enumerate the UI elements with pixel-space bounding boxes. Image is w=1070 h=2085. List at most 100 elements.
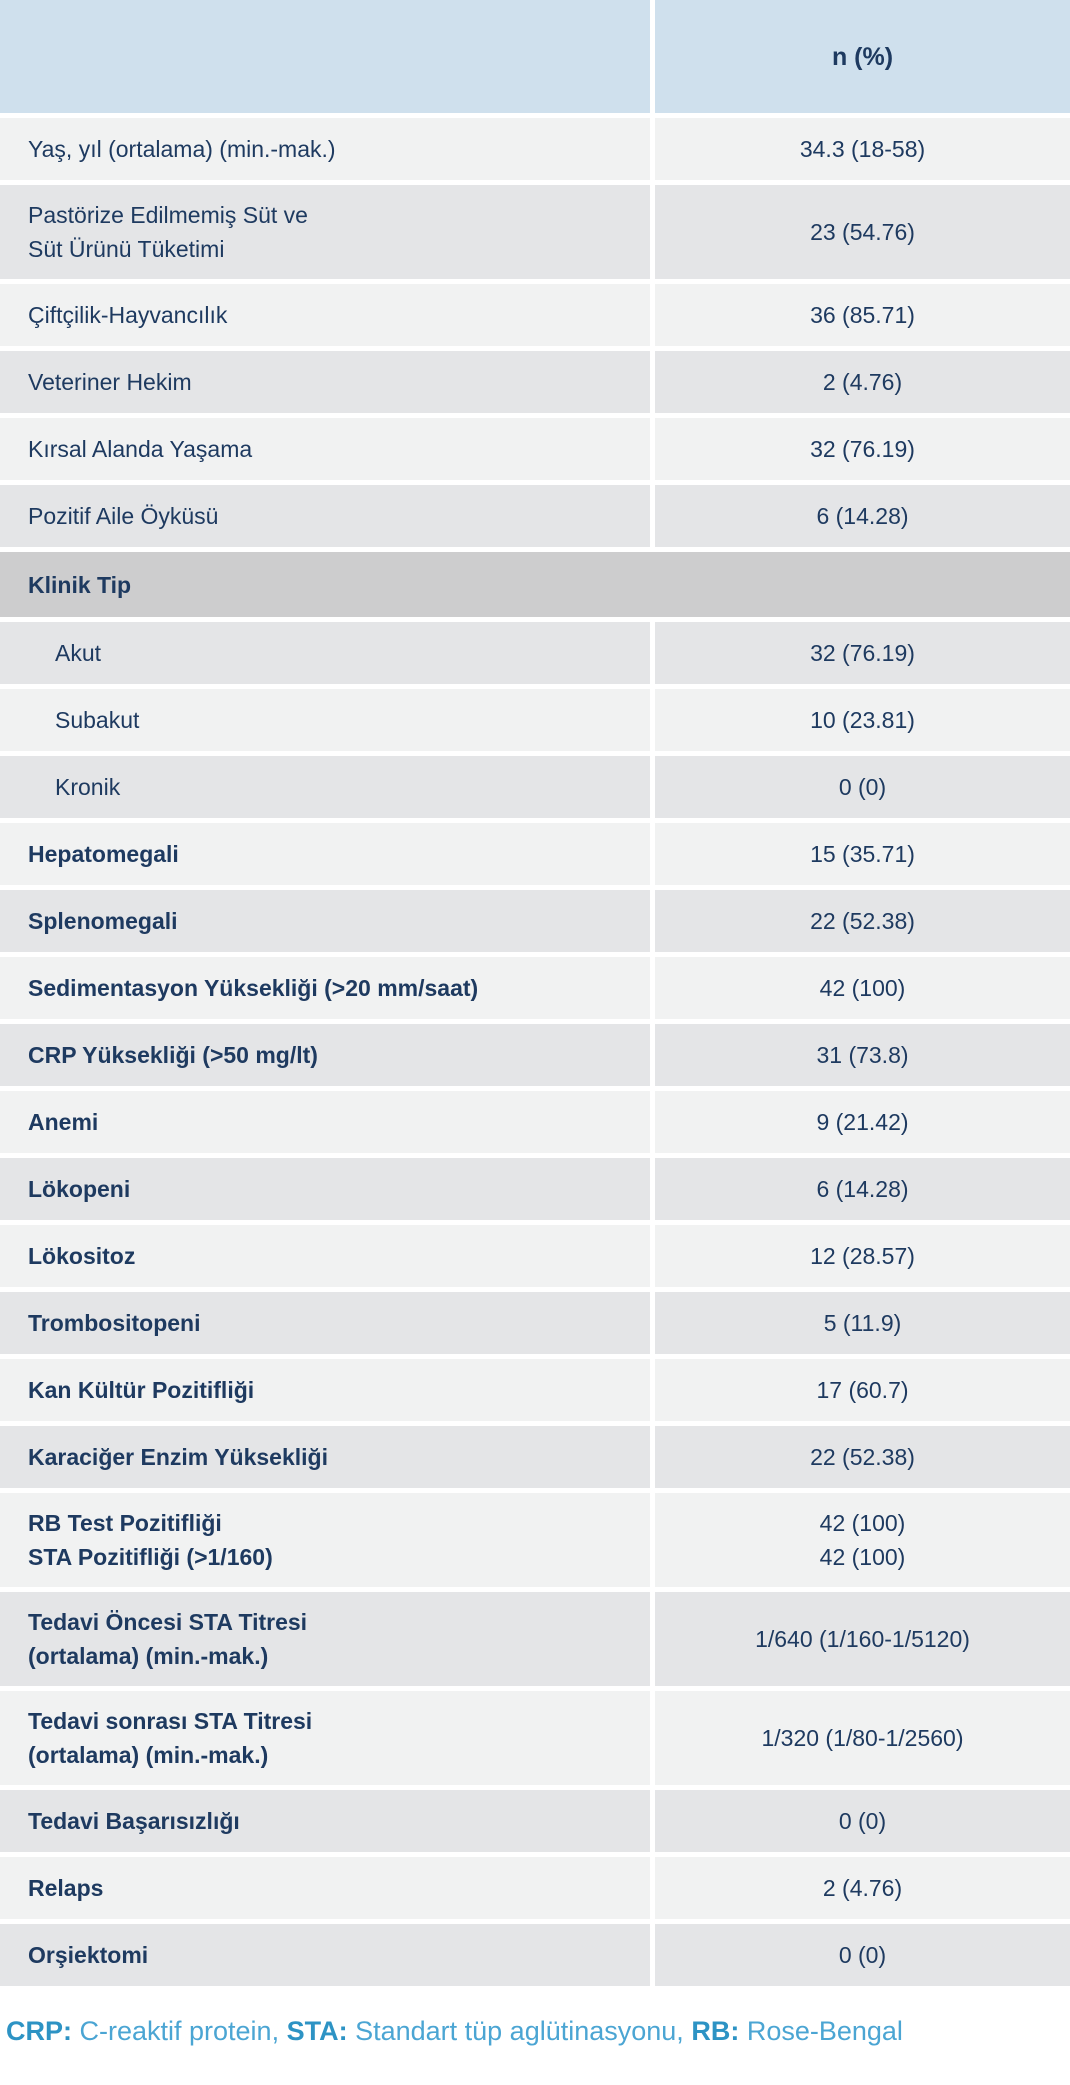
row-value-line: 32 (76.19): [810, 640, 915, 666]
row-value-line: 22 (52.38): [810, 908, 915, 934]
row-label: Anemi: [0, 1091, 655, 1153]
row-value: 0 (0): [655, 756, 1070, 818]
row-value: 6 (14.28): [655, 1158, 1070, 1220]
row-value-line: 12 (28.57): [810, 1243, 915, 1269]
row-label: Veteriner Hekim: [0, 351, 655, 413]
table-row: Lökositoz 12 (28.57): [0, 1225, 1070, 1292]
row-value-line: 42 (100): [819, 975, 906, 1001]
row-value-line: 5 (11.9): [823, 1310, 902, 1336]
row-label: Kan Kültür Pozitifliği: [0, 1359, 655, 1421]
row-label: Pastörize Edilmemiş Süt ve Süt Ürünü Tüke…: [0, 185, 655, 279]
row-label-line: RB Test Pozitifliği: [28, 1510, 222, 1536]
row-label: Pozitif Aile Öyküsü: [0, 485, 655, 547]
row-label: Kırsal Alanda Yaşama: [0, 418, 655, 480]
table-row: Tedavi Öncesi STA Titresi (ortalama) (min…: [0, 1592, 1070, 1691]
header-empty-cell: [0, 0, 655, 113]
row-label-line: Pozitif Aile Öyküsü: [28, 503, 219, 529]
table-row: Trombositopeni 5 (11.9): [0, 1292, 1070, 1359]
row-label-line: (ortalama) (min.-mak.): [28, 1643, 269, 1669]
row-value: 22 (52.38): [655, 890, 1070, 952]
table-row: Karaciğer Enzim Yüksekliği 22 (52.38): [0, 1426, 1070, 1493]
row-value-line: 17 (60.7): [816, 1377, 909, 1403]
abbreviations-footnote: CRP: C-reaktif protein, STA: Standart tü…: [0, 1991, 1070, 2049]
row-value-line: 1/320 (1/80-1/2560): [761, 1725, 964, 1751]
row-value: 6 (14.28): [655, 485, 1070, 547]
row-label: Tedavi sonrası STA Titresi (ortalama) (mi…: [0, 1691, 655, 1785]
row-value-line: 0 (0): [838, 774, 887, 800]
row-value-line: 10 (23.81): [810, 707, 915, 733]
table-row: Kronik 0 (0): [0, 756, 1070, 823]
row-value-line: 6 (14.28): [816, 1176, 909, 1202]
row-label-line: Tedavi Öncesi STA Titresi: [28, 1609, 308, 1635]
table-row: RB Test Pozitifliği STA Pozitifliği (>1/1…: [0, 1493, 1070, 1592]
row-label-line: Çiftçilik-Hayvancılık: [28, 302, 228, 328]
table-row: Sedimentasyon Yüksekliği (>20 mm/saat) 4…: [0, 957, 1070, 1024]
row-value: 34.3 (18-58): [655, 118, 1070, 180]
row-label-line: Lökositoz: [28, 1243, 136, 1269]
table-row: Kırsal Alanda Yaşama 32 (76.19): [0, 418, 1070, 485]
row-label-line: STA Pozitifliği (>1/160): [28, 1544, 273, 1570]
row-label: Trombositopeni: [0, 1292, 655, 1354]
row-label-line: Pastörize Edilmemiş Süt ve: [28, 202, 308, 228]
row-label: Relaps: [0, 1857, 655, 1919]
row-value-line: 0 (0): [838, 1942, 887, 1968]
row-label: Yaş, yıl (ortalama) (min.-mak.): [0, 118, 655, 180]
row-label-line: Karaciğer Enzim Yüksekliği: [28, 1444, 328, 1470]
row-value-line: 15 (35.71): [810, 841, 915, 867]
table-row: Relaps 2 (4.76): [0, 1857, 1070, 1924]
row-value-line: 22 (52.38): [810, 1444, 915, 1470]
footnote-abbr: STA:: [286, 2016, 348, 2046]
row-value: 2 (4.76): [655, 351, 1070, 413]
row-label-line: Subakut: [55, 707, 140, 733]
row-label: Orşiektomi: [0, 1924, 655, 1986]
row-value: 23 (54.76): [655, 185, 1070, 279]
footnote-abbr: CRP:: [6, 2016, 72, 2046]
row-label: Kronik: [0, 756, 655, 818]
row-label-line: Hepatomegali: [28, 841, 179, 867]
row-label: Tedavi Öncesi STA Titresi (ortalama) (min…: [0, 1592, 655, 1686]
row-label: Subakut: [0, 689, 655, 751]
row-value: 42 (100) 42 (100): [655, 1493, 1070, 1587]
row-label-line: Kan Kültür Pozitifliği: [28, 1377, 255, 1403]
row-value: 1/640 (1/160-1/5120): [655, 1592, 1070, 1686]
row-label: Sedimentasyon Yüksekliği (>20 mm/saat): [0, 957, 655, 1019]
table-row: Çiftçilik-Hayvancılık 36 (85.71): [0, 284, 1070, 351]
row-label-line: Tedavi Başarısızlığı: [28, 1808, 240, 1834]
row-label-line: Klinik Tip: [28, 571, 132, 598]
row-label: Lökopeni: [0, 1158, 655, 1220]
row-value: 42 (100): [655, 957, 1070, 1019]
row-label-line: Kronik: [55, 774, 121, 800]
row-label: Tedavi Başarısızlığı: [0, 1790, 655, 1852]
row-label-line: Relaps: [28, 1875, 104, 1901]
row-value: 32 (76.19): [655, 418, 1070, 480]
table-row: Orşiektomi 0 (0): [0, 1924, 1070, 1991]
row-value-line: 2 (4.76): [822, 369, 903, 395]
header-row: n (%): [0, 0, 1070, 118]
row-value: 36 (85.71): [655, 284, 1070, 346]
table-row: Hepatomegali 15 (35.71): [0, 823, 1070, 890]
footnote-definition: C-reaktif protein,: [72, 2016, 287, 2046]
row-label-line: CRP Yüksekliği (>50 mg/lt): [28, 1042, 318, 1068]
row-value-line: 6 (14.28): [816, 503, 909, 529]
row-value: 0 (0): [655, 1924, 1070, 1986]
row-value: 31 (73.8): [655, 1024, 1070, 1086]
row-label: Splenomegali: [0, 890, 655, 952]
table-row: Yaş, yıl (ortalama) (min.-mak.) 34.3 (18…: [0, 118, 1070, 185]
row-label: Klinik Tip: [0, 552, 1070, 617]
row-label-line: Sedimentasyon Yüksekliği (>20 mm/saat): [28, 975, 479, 1001]
table-row: Kan Kültür Pozitifliği 17 (60.7): [0, 1359, 1070, 1426]
row-label-line: Anemi: [28, 1109, 99, 1135]
row-value-line: 34.3 (18-58): [799, 136, 926, 162]
row-value-line: 9 (21.42): [816, 1109, 909, 1135]
row-value: 10 (23.81): [655, 689, 1070, 751]
table-row: Tedavi Başarısızlığı 0 (0): [0, 1790, 1070, 1857]
row-value: 9 (21.42): [655, 1091, 1070, 1153]
row-value-line: 2 (4.76): [822, 1875, 903, 1901]
row-label-line: Lökopeni: [28, 1176, 131, 1202]
row-label: Çiftçilik-Hayvancılık: [0, 284, 655, 346]
table-row: CRP Yüksekliği (>50 mg/lt) 31 (73.8): [0, 1024, 1070, 1091]
patient-characteristics-table: n (%) Yaş, yıl (ortalama) (min.-mak.) 34…: [0, 0, 1070, 1991]
row-value: 2 (4.76): [655, 1857, 1070, 1919]
table-row: Pastörize Edilmemiş Süt ve Süt Ürünü Tüke…: [0, 185, 1070, 284]
